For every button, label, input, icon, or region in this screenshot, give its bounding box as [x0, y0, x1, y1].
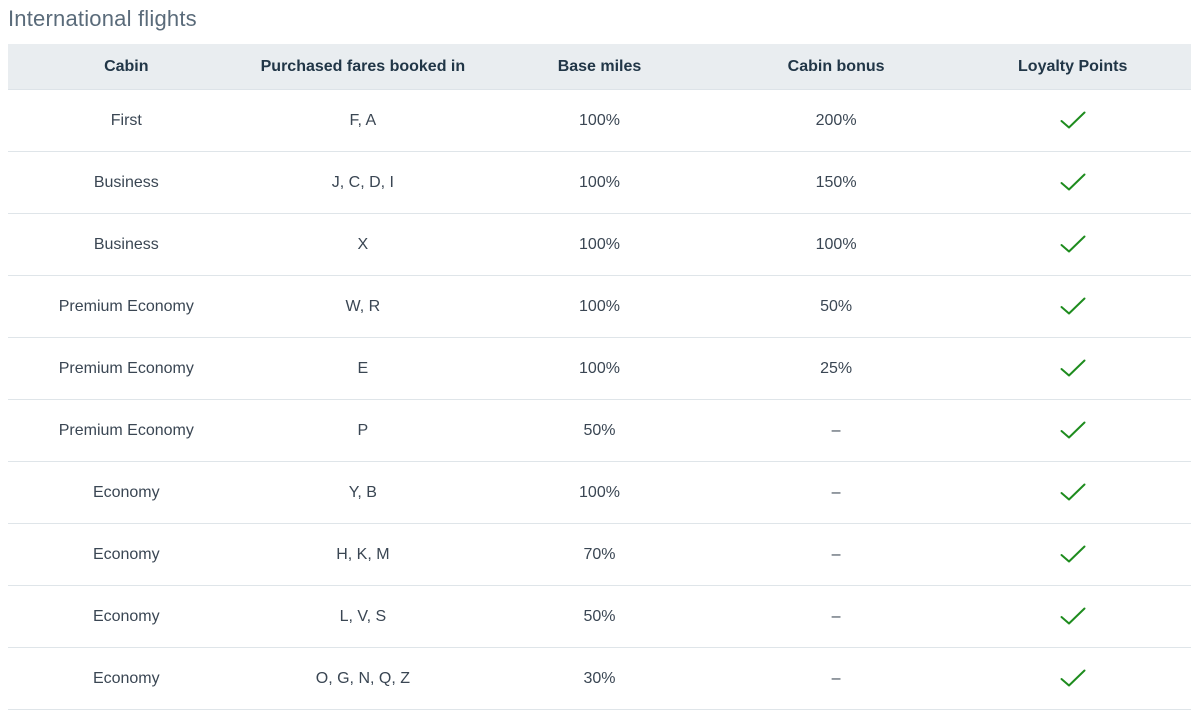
table-row: Premium Economy E 100% 25% — [8, 338, 1191, 400]
cell-fares: Y, B — [348, 483, 377, 501]
cell-cabin: Economy — [92, 669, 160, 687]
column-header-cabin: Cabin — [104, 57, 149, 75]
table-row: Premium Economy P 50% – — [8, 400, 1191, 462]
check-icon — [1060, 545, 1086, 563]
cell-cabin-bonus: – — [831, 483, 841, 501]
cell-base-miles: 100% — [579, 173, 620, 191]
cell-loyalty-points — [954, 173, 1191, 191]
column-header-loyalty-points: Loyalty Points — [1018, 57, 1128, 75]
cell-loyalty-points — [954, 483, 1191, 501]
table-row: Economy H, K, M 70% – — [8, 524, 1191, 586]
cell-loyalty-points — [954, 607, 1191, 625]
cell-base-miles: 100% — [579, 483, 620, 501]
cell-fares: P — [357, 421, 369, 439]
cell-cabin-bonus: 100% — [815, 235, 857, 253]
column-header-cabin-bonus: Cabin bonus — [787, 57, 885, 75]
cell-base-miles: 100% — [579, 359, 620, 377]
cell-fares: E — [357, 359, 369, 377]
cell-cabin: Premium Economy — [58, 297, 194, 315]
cell-cabin-bonus: 150% — [815, 173, 857, 191]
table-row: Premium Economy W, R 100% 50% — [8, 276, 1191, 338]
cell-cabin: Business — [93, 235, 159, 253]
cell-cabin-bonus: 25% — [820, 359, 853, 377]
cell-fares: J, C, D, I — [331, 173, 394, 191]
check-icon — [1060, 297, 1086, 315]
cell-base-miles: 100% — [579, 111, 620, 129]
cell-cabin: Economy — [92, 545, 160, 563]
cell-loyalty-points — [954, 545, 1191, 563]
cell-cabin: Business — [93, 173, 159, 191]
cell-loyalty-points — [954, 111, 1191, 129]
check-icon — [1060, 483, 1086, 501]
check-icon — [1060, 421, 1086, 439]
cell-fares: X — [357, 235, 369, 253]
page-title: International flights — [8, 6, 197, 31]
cell-base-miles: 50% — [583, 607, 616, 625]
cell-cabin-bonus: 200% — [815, 111, 857, 129]
table-row: Economy Y, B 100% – — [8, 462, 1191, 524]
column-header-base-miles: Base miles — [557, 57, 642, 75]
cell-fares: W, R — [345, 297, 381, 315]
check-icon — [1060, 669, 1086, 687]
cell-loyalty-points — [954, 669, 1191, 687]
cell-fares: O, G, N, Q, Z — [315, 669, 410, 687]
cell-base-miles: 50% — [583, 421, 616, 439]
cell-cabin: Economy — [92, 607, 160, 625]
cell-fares: L, V, S — [339, 607, 387, 625]
cell-cabin: Economy — [92, 483, 160, 501]
international-flights-table: Cabin Purchased fares booked in Base mil… — [8, 44, 1191, 710]
cell-fares: F, A — [349, 111, 377, 129]
table-row: Economy L, V, S 50% – — [8, 586, 1191, 648]
cell-cabin-bonus: – — [831, 545, 841, 563]
cell-base-miles: 30% — [583, 669, 616, 687]
cell-loyalty-points — [954, 359, 1191, 377]
table-header-row: Cabin Purchased fares booked in Base mil… — [8, 44, 1191, 90]
cell-cabin: Premium Economy — [58, 359, 194, 377]
cell-base-miles: 100% — [579, 235, 620, 253]
cell-cabin: Premium Economy — [58, 421, 194, 439]
cell-fares: H, K, M — [336, 545, 390, 563]
cell-cabin-bonus: 50% — [820, 297, 853, 315]
cell-cabin-bonus: – — [831, 669, 841, 687]
cell-loyalty-points — [954, 421, 1191, 439]
cell-loyalty-points — [954, 297, 1191, 315]
cell-base-miles: 70% — [583, 545, 616, 563]
column-header-purchased-fares: Purchased fares booked in — [260, 57, 466, 75]
table-row: Economy O, G, N, Q, Z 30% – — [8, 648, 1191, 710]
table-row: Business J, C, D, I 100% 150% — [8, 152, 1191, 214]
table-row: Business X 100% 100% — [8, 214, 1191, 276]
check-icon — [1060, 173, 1086, 191]
table-row: First F, A 100% 200% — [8, 90, 1191, 152]
cell-loyalty-points — [954, 235, 1191, 253]
check-icon — [1060, 607, 1086, 625]
cell-cabin-bonus: – — [831, 421, 841, 439]
cell-cabin: First — [110, 111, 142, 129]
check-icon — [1060, 359, 1086, 377]
cell-base-miles: 100% — [579, 297, 620, 315]
cell-cabin-bonus: – — [831, 607, 841, 625]
check-icon — [1060, 235, 1086, 253]
check-icon — [1060, 111, 1086, 129]
